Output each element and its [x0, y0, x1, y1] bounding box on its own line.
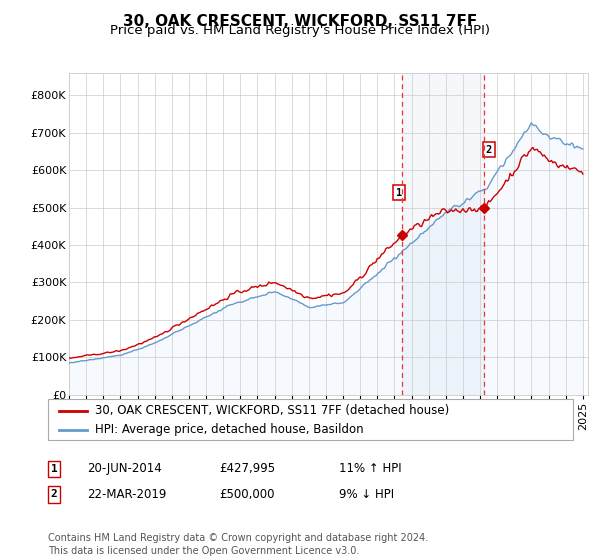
Text: £427,995: £427,995 [219, 462, 275, 475]
Text: 30, OAK CRESCENT, WICKFORD, SS11 7FF (detached house): 30, OAK CRESCENT, WICKFORD, SS11 7FF (de… [95, 404, 449, 417]
Text: HPI: Average price, detached house, Basildon: HPI: Average price, detached house, Basi… [95, 423, 364, 436]
Text: £500,000: £500,000 [219, 488, 275, 501]
Text: 2: 2 [486, 144, 492, 155]
Text: Price paid vs. HM Land Registry's House Price Index (HPI): Price paid vs. HM Land Registry's House … [110, 24, 490, 37]
Text: 1: 1 [396, 188, 402, 198]
Text: 9% ↓ HPI: 9% ↓ HPI [339, 488, 394, 501]
Text: 11% ↑ HPI: 11% ↑ HPI [339, 462, 401, 475]
Text: 2: 2 [50, 489, 58, 500]
Text: 22-MAR-2019: 22-MAR-2019 [87, 488, 166, 501]
Text: Contains HM Land Registry data © Crown copyright and database right 2024.
This d: Contains HM Land Registry data © Crown c… [48, 533, 428, 556]
Text: 30, OAK CRESCENT, WICKFORD, SS11 7FF: 30, OAK CRESCENT, WICKFORD, SS11 7FF [123, 14, 477, 29]
Bar [403, 73, 484, 395]
Text: 20-JUN-2014: 20-JUN-2014 [87, 462, 162, 475]
Text: 1: 1 [50, 464, 58, 474]
